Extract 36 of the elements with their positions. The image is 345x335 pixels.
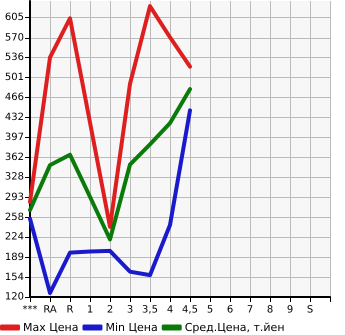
x-tick-label: 6 (226, 304, 234, 316)
x-tick-label: 7 (246, 304, 254, 316)
x-tick-label: 9 (286, 304, 294, 316)
line-series (28, 87, 192, 242)
y-tick-label: 605 (4, 12, 24, 24)
x-tick-label: S (306, 304, 314, 316)
y-tick-label: 397 (4, 132, 24, 143)
y-tick-label: 258 (4, 212, 24, 224)
y-tick-label: 466 (4, 92, 24, 104)
y-tick-label: 293 (4, 192, 24, 203)
x-tick-label: 5 (206, 304, 214, 316)
x-tick-label: 3 (126, 304, 134, 316)
x-tick-label: 8 (266, 304, 274, 316)
x-tick-label: 4,5 (182, 304, 198, 316)
x-tick-label: 2 (106, 304, 114, 316)
y-tick-label: 328 (4, 172, 24, 183)
x-tick-label: 3,5 (142, 304, 158, 316)
line-series (28, 4, 192, 229)
y-tick-label: 120 (4, 292, 24, 302)
y-tick-label: 224 (4, 232, 24, 243)
legend-label: Сред.Цена, т.йен (184, 321, 285, 334)
y-tick-label: 362 (4, 152, 24, 164)
legend-label: Max Цена (23, 321, 78, 334)
x-tick-label: 4 (166, 304, 174, 316)
line-series (28, 108, 192, 295)
x-tick-label: *** (22, 304, 38, 316)
x-tick-label: RA (43, 304, 57, 316)
x-tick-label: R (66, 304, 74, 316)
y-tick-label: 501 (4, 72, 24, 84)
x-tick-label: 1 (86, 304, 94, 316)
y-tick-label: 154 (4, 272, 24, 283)
y-tick-label: 570 (4, 32, 24, 44)
y-tick-label: 189 (4, 252, 24, 263)
y-tick-label: 536 (4, 52, 24, 63)
y-tick-label: 432 (4, 112, 24, 123)
legend-label: Min Цена (105, 321, 158, 334)
